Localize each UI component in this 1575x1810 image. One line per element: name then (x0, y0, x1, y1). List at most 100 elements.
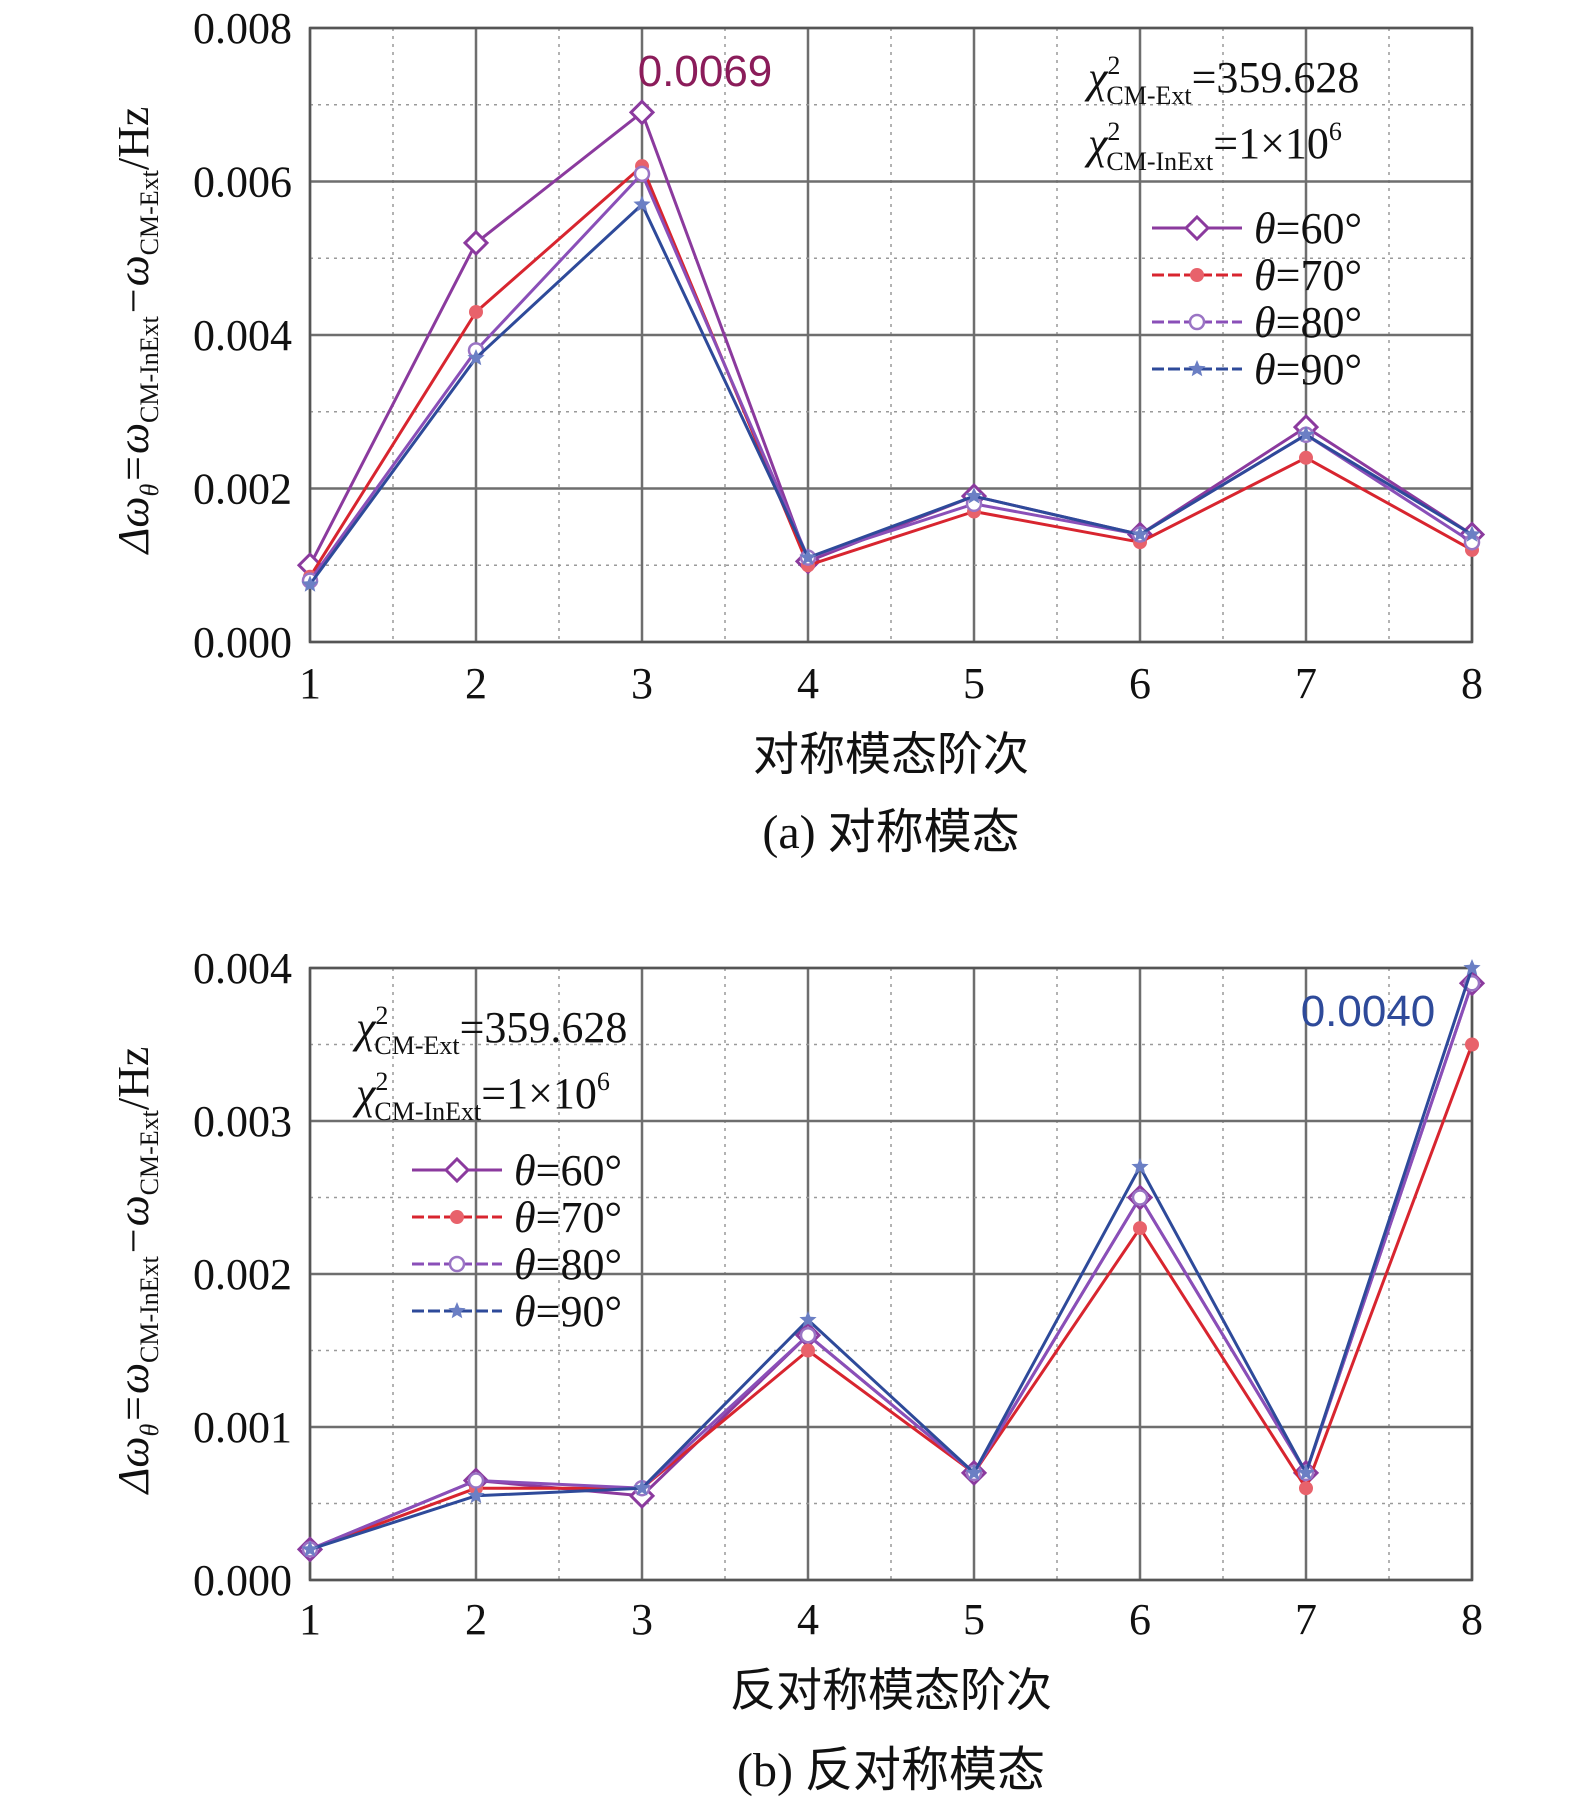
x-tick-label: 1 (299, 1595, 321, 1644)
data-point (467, 1472, 485, 1489)
series-group (296, 959, 1486, 1563)
data-point (1131, 1157, 1149, 1175)
legend-label: θ=90° (514, 1287, 622, 1336)
series-line (309, 982, 1474, 1551)
panel-caption: (a) 对称模态 (762, 806, 1019, 859)
x-tick-label: 3 (631, 1595, 653, 1644)
data-point (633, 1479, 651, 1496)
legend-marker (1190, 268, 1204, 282)
legend-marker (443, 1156, 471, 1184)
y-tick-label: 0.006 (193, 158, 292, 207)
legend-label: θ=80° (514, 1240, 622, 1289)
panel-antisymmetric: 0.000 0.001 0.002 0.003 0.004 1 2 3 4 5 6 7 8 Δωθ=ω… (109, 944, 1486, 1797)
data-point (1463, 959, 1481, 976)
legend-item: θ=80° (1152, 298, 1362, 347)
legend-label: θ=60° (1254, 204, 1362, 253)
legend-item: θ=80° (412, 1240, 622, 1289)
grid (308, 26, 1474, 644)
data-point (801, 1343, 815, 1358)
legend-label: θ=70° (1254, 251, 1362, 300)
plot-frame (308, 966, 1474, 1582)
y-tick-label: 0.001 (193, 1403, 292, 1452)
x-tick-label: 4 (797, 659, 819, 708)
legend-marker (450, 1210, 464, 1224)
data-point (628, 99, 656, 126)
legend-item: θ=70° (1152, 251, 1362, 300)
legend-marker (1188, 360, 1206, 377)
x-tick-label: 3 (631, 659, 653, 708)
y-tick-label: 0.002 (193, 465, 292, 514)
x-tick-label: 7 (1295, 659, 1317, 708)
y-tick-label: 0.004 (193, 944, 292, 993)
legend-label: θ=60° (514, 1146, 622, 1195)
data-point (1297, 425, 1315, 443)
data-point (467, 349, 485, 366)
data-point (1133, 1221, 1147, 1236)
series-group (296, 99, 1486, 592)
x-tick-label: 4 (797, 1595, 819, 1644)
legend-label: θ=70° (514, 1193, 622, 1242)
data-point (965, 487, 983, 504)
x-tick-labels: 1 2 3 4 5 6 7 8 (299, 659, 1483, 708)
x-tick-label: 5 (963, 1595, 985, 1644)
panel-symmetric: 0.000 0.002 0.004 0.006 0.008 1 2 3 4 5 6 7 8 Δωθ=ω… (109, 4, 1486, 859)
data-point (1297, 1463, 1315, 1481)
series-line (308, 110, 1473, 566)
data-point (467, 1486, 485, 1504)
series-line (308, 164, 1473, 578)
x-axis-label: 对称模态阶次 (753, 727, 1029, 781)
x-tick-label: 2 (465, 1595, 487, 1644)
series-line (309, 967, 1474, 1551)
data-point (1465, 1037, 1479, 1052)
x-tick-label: 8 (1461, 659, 1483, 708)
legend-item: θ=70° (412, 1193, 622, 1242)
x-tick-labels: 1 2 3 4 5 6 7 8 (299, 1595, 1483, 1644)
y-tick-labels: 0.000 0.001 0.002 0.003 0.004 (193, 944, 292, 1605)
y-tick-label: 0.003 (193, 1097, 292, 1146)
y-axis-label: Δωθ=ωCM-InExt−ωCM-Ext/Hz (109, 1047, 164, 1496)
data-point (1299, 1481, 1313, 1496)
data-point (799, 1310, 817, 1328)
data-point (1131, 1189, 1149, 1206)
legend-item: θ=90° (412, 1287, 622, 1336)
panel-caption: (b) 反对称模态 (737, 1744, 1045, 1797)
peak-value-label: 0.0069 (638, 47, 773, 96)
x-tick-label: 8 (1461, 1595, 1483, 1644)
data-point (1131, 525, 1149, 542)
data-point (301, 1540, 319, 1557)
legend-item: θ=60° (412, 1146, 622, 1195)
legend-marker (1188, 313, 1206, 331)
y-tick-label: 0.008 (193, 4, 292, 53)
legend-item: θ=60° (1152, 204, 1362, 253)
series-4 (301, 195, 1481, 592)
chi-square-annotation: χ2 CM-Ext=359.628 χ2 CM-InExt=1×106 (1084, 51, 1359, 176)
legend-label: θ=90° (1254, 345, 1362, 394)
series-4 (301, 959, 1481, 1557)
data-point (1463, 525, 1481, 542)
x-tick-label: 7 (1295, 1595, 1317, 1644)
y-tick-label: 0.000 (193, 1556, 292, 1605)
x-tick-label: 6 (1129, 659, 1151, 708)
y-tick-label: 0.000 (193, 618, 292, 667)
plot-frame (308, 26, 1474, 644)
y-tick-label: 0.002 (193, 1250, 292, 1299)
data-point (1299, 450, 1313, 465)
x-tick-label: 6 (1129, 1595, 1151, 1644)
legend-marker (448, 1255, 466, 1273)
y-tick-label: 0.004 (193, 311, 292, 360)
x-axis-label: 反对称模态阶次 (730, 1663, 1052, 1717)
data-point (469, 304, 483, 319)
y-axis-label: Δωθ=ωCM-InExt−ωCM-Ext/Hz (109, 107, 164, 556)
y-tick-labels: 0.000 0.002 0.004 0.006 0.008 (193, 4, 292, 667)
x-tick-label: 5 (963, 659, 985, 708)
series-line (309, 1043, 1474, 1551)
data-point (965, 1463, 983, 1481)
x-tick-label: 1 (299, 659, 321, 708)
data-point (633, 195, 651, 212)
x-tick-label: 2 (465, 659, 487, 708)
